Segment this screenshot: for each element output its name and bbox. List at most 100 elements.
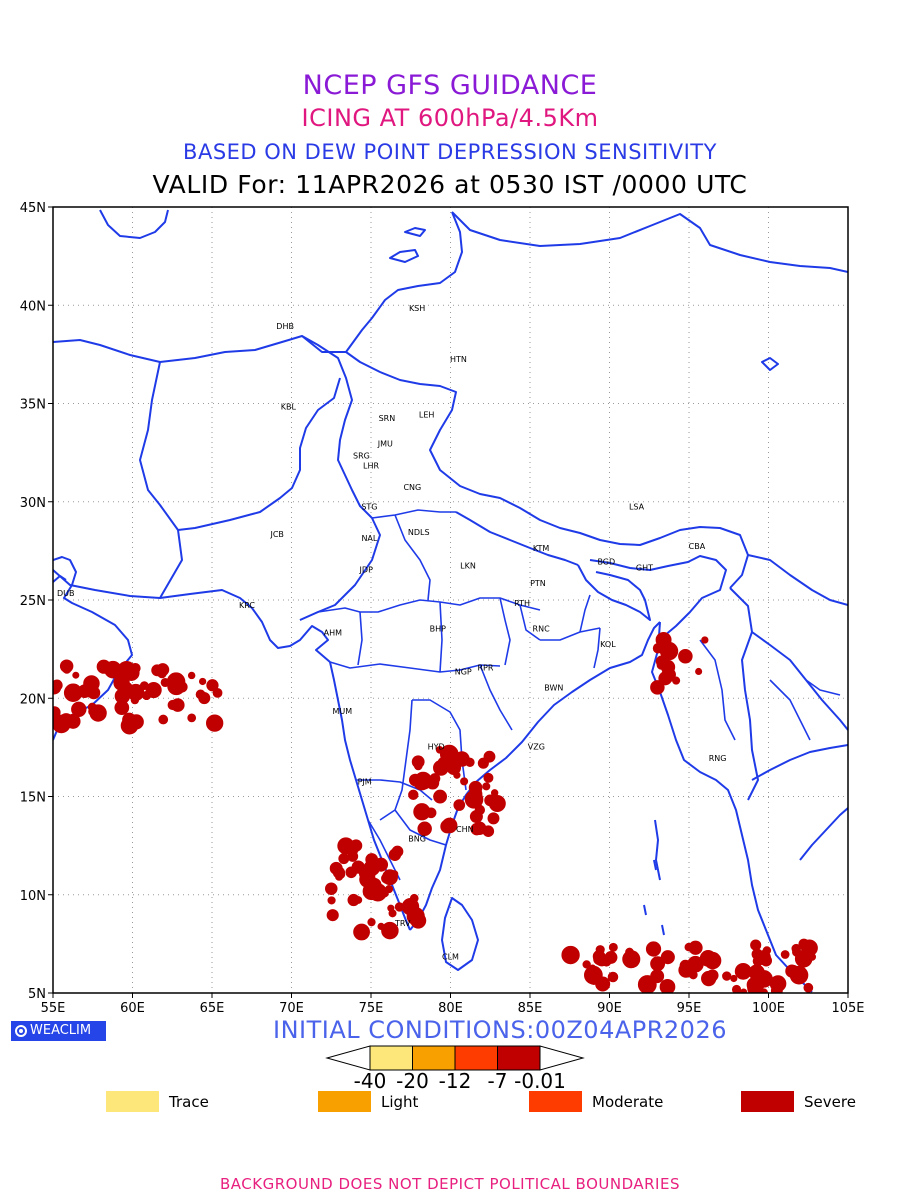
- icing-cell-severe: [151, 664, 164, 677]
- icing-cell-severe: [750, 939, 762, 951]
- city-label-leh: LEH: [419, 410, 435, 419]
- icing-cell-severe: [650, 956, 666, 972]
- logo-icon: [15, 1025, 27, 1037]
- city-label-ptn: PTN: [530, 579, 546, 588]
- icing-cell-severe: [349, 839, 363, 852]
- lat-tick-label: 35N: [20, 398, 46, 413]
- icing-regions: [53, 631, 818, 993]
- border-myanmar-east: [729, 587, 759, 801]
- coastlines: [53, 209, 848, 993]
- icing-cell-severe: [678, 648, 693, 664]
- icing-cell-severe: [705, 953, 715, 963]
- coastline-india-east: [409, 621, 661, 931]
- city-label-ndls: NDLS: [408, 528, 430, 537]
- city-label-rpr: RPR: [478, 664, 494, 673]
- icing-cell-severe: [672, 676, 681, 685]
- city-label-stg: STG: [361, 503, 377, 512]
- icing-cell-severe: [433, 789, 448, 804]
- city-label-hyd: HYD: [428, 742, 445, 751]
- city-label-bng: BNG: [408, 835, 426, 844]
- city-label-jmu: JMU: [377, 440, 393, 449]
- icing-cell-severe: [167, 677, 186, 696]
- lon-tick-label: 80E: [438, 1001, 463, 1016]
- icing-cell-severe: [593, 953, 606, 966]
- icing-cell-severe: [388, 909, 397, 918]
- city-label-mum: MUM: [333, 707, 353, 716]
- icing-cell-severe: [582, 960, 591, 969]
- border-nepal: [455, 511, 579, 566]
- border-laos: [751, 631, 848, 731]
- city-label-srn: SRN: [379, 414, 396, 423]
- icing-cell-severe: [453, 799, 466, 811]
- city-label-cng: CNG: [403, 483, 421, 492]
- icing-cell-severe: [735, 969, 743, 977]
- icing-cell-severe: [417, 821, 432, 836]
- icing-cell-severe: [326, 909, 339, 922]
- icing-cell-severe: [792, 947, 802, 957]
- icing-cell-severe: [695, 667, 703, 675]
- coastline-thailand: [751, 744, 848, 781]
- icing-cell-severe: [325, 882, 338, 895]
- icing-cell-severe: [72, 671, 80, 679]
- city-label-cba: CBA: [689, 542, 706, 551]
- state-borders-sea: [699, 639, 841, 741]
- legend-label: Trace: [169, 1092, 209, 1111]
- lat-tick-label: 45N: [20, 201, 46, 216]
- icing-cell-severe: [650, 680, 665, 695]
- legend-item-trace: Trace: [106, 1091, 209, 1112]
- lat-tick-label: 10N: [20, 889, 46, 904]
- icing-cell-severe: [687, 955, 704, 973]
- icing-cell-severe: [401, 898, 420, 916]
- icing-cell-severe: [114, 688, 131, 704]
- icing-cell-severe: [440, 819, 455, 834]
- icing-cell-severe: [53, 680, 62, 695]
- icing-cell-severe: [206, 714, 224, 732]
- legend-item-moderate: Moderate: [529, 1091, 663, 1112]
- disclaimer-note: BACKGROUND DOES NOT DEPICT POLITICAL BOU…: [220, 1175, 680, 1193]
- icing-cell-severe: [413, 803, 431, 821]
- icing-cell-severe: [660, 950, 675, 965]
- coastline-myanmar: [651, 621, 813, 993]
- city-label-ngp: NGP: [455, 668, 472, 677]
- legend-item-light: Light: [318, 1091, 418, 1112]
- city-label-ahm: AHM: [324, 628, 342, 637]
- icing-cell-severe: [800, 939, 818, 957]
- city-label-bgd: BGD: [597, 558, 615, 567]
- icing-cell-severe: [750, 975, 766, 991]
- lon-tick-label: 75E: [359, 1001, 384, 1016]
- border-bangladesh: [577, 564, 651, 621]
- icing-cell-severe: [752, 955, 764, 967]
- icing-cell-severe: [206, 679, 219, 692]
- colorbar-label: -7: [487, 1069, 508, 1093]
- city-label-kol: KOL: [600, 640, 616, 649]
- border-bhutan-ne: [589, 555, 727, 637]
- city-label-dhb: DHB: [276, 322, 294, 331]
- icing-cell-severe: [740, 988, 748, 993]
- icing-cell-severe: [469, 787, 483, 801]
- icing-cell-severe: [701, 636, 709, 644]
- lon-tick-label: 70E: [279, 1001, 304, 1016]
- city-label-htn: HTN: [450, 355, 467, 364]
- axis-ticks: 55E 60E 65E 70E 75E 80E 85E 90E 95E 100E 105E 45N 40…: [20, 201, 865, 1016]
- icing-cell-severe: [353, 923, 370, 941]
- coastline-sri-lanka: [441, 897, 479, 971]
- weaclim-logo: WEACLIM: [11, 1021, 106, 1041]
- title-line-2: ICING AT 600hPa/4.5Km: [301, 104, 599, 132]
- city-label-ght: GHT: [636, 564, 653, 573]
- city-label-bhp: BHP: [430, 624, 447, 633]
- icing-cell-severe: [62, 664, 72, 674]
- border-china-india: [345, 351, 749, 589]
- icing-cell-severe: [730, 974, 738, 983]
- icing-cell-severe: [433, 759, 449, 776]
- icing-cell-severe: [65, 688, 78, 701]
- border-pakistan-west: [177, 377, 341, 531]
- city-label-rth: RTH: [514, 599, 530, 608]
- icing-cell-severe: [347, 893, 360, 907]
- icing-cell-severe: [474, 804, 486, 816]
- coastline-india-west: [329, 661, 411, 931]
- valid-time-title: VALID For: 11APR2026 at 0530 IST /0000 U…: [152, 170, 748, 199]
- icing-cell-severe: [128, 663, 141, 675]
- icing-cell-severe: [607, 971, 619, 983]
- icing-cell-severe: [684, 942, 694, 952]
